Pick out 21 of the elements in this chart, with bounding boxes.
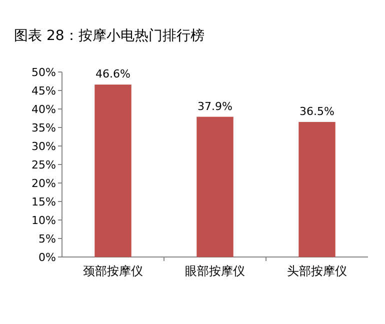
y-tick-label: 10%: [32, 214, 56, 227]
x-tick-label: 颈部按摩仪: [83, 264, 143, 278]
y-tick-label: 5%: [38, 232, 56, 246]
y-tick-label: 15%: [32, 196, 56, 208]
y-tick-label: 0%: [38, 251, 56, 264]
y-tick-label: 45%: [32, 84, 56, 98]
y-tick-label: 40%: [32, 103, 56, 116]
bar: [298, 122, 336, 257]
y-tick-label: 50%: [32, 66, 56, 79]
x-tick-label: 眼部按摩仪: [185, 264, 245, 278]
bar: [94, 84, 132, 257]
data-label: 36.5%: [300, 104, 334, 118]
x-tick-label: 头部按摩仪: [287, 264, 347, 278]
y-tick-label: 20%: [32, 177, 56, 190]
y-tick-label: 30%: [32, 140, 56, 153]
bar: [196, 116, 234, 257]
data-label: 46.6%: [96, 68, 130, 81]
y-tick-label: 35%: [32, 122, 56, 134]
data-label: 37.9%: [198, 100, 232, 113]
chart-title: 图表 28：按摩小电热门排行榜: [14, 28, 204, 44]
y-tick-label: 25%: [32, 158, 56, 172]
